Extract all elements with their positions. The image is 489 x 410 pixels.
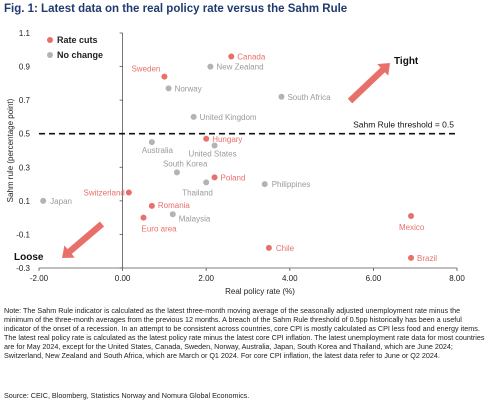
data-point-label: Japan xyxy=(50,197,72,206)
y-tick-label: 0.9 xyxy=(19,63,31,72)
data-point-label: Chile xyxy=(276,244,295,253)
data-point xyxy=(408,212,415,219)
scatter-plot: -2.00 0.00 2.00 4.00 6.00 8.00 -0.3 -0.1 0.1 0.3 0… xyxy=(6,29,465,296)
data-point-label: Australia xyxy=(142,146,174,155)
data-point xyxy=(190,113,197,120)
legend-entry: No change xyxy=(57,50,103,60)
x-tick-label: 8.00 xyxy=(449,274,465,283)
sahm-threshold-label: Sahm Rule threshold = 0.5 xyxy=(353,120,454,130)
data-point xyxy=(211,142,218,149)
data-point-label: Mexico xyxy=(399,223,425,232)
data-point xyxy=(40,197,47,204)
chart-source: Source: CEIC, Bloomberg, Statistics Norw… xyxy=(4,391,250,400)
tight-arrow xyxy=(347,63,390,104)
data-point xyxy=(140,214,147,221)
legend-marker xyxy=(47,37,53,43)
chart-note: Note: The Sahm Rule indicator is calcula… xyxy=(4,306,485,361)
data-point-label: South Africa xyxy=(287,93,331,102)
x-tick-label: 0.00 xyxy=(115,274,131,283)
data-point-label: Hungary xyxy=(212,135,242,144)
data-point-label: Philippines xyxy=(272,180,311,189)
data-point-label: Romania xyxy=(158,201,191,210)
data-point xyxy=(125,189,132,196)
data-point-label: Malaysia xyxy=(179,214,211,223)
data-point xyxy=(161,73,168,80)
data-point xyxy=(265,244,272,251)
data-point-label: United States xyxy=(189,149,237,158)
y-tick-label: -0.1 xyxy=(16,230,30,239)
x-tick-label: 2.00 xyxy=(198,274,214,283)
data-point xyxy=(207,63,214,70)
data-point xyxy=(278,93,285,100)
y-tick-label: 0.5 xyxy=(19,130,31,139)
y-tick-label: 0.1 xyxy=(19,197,31,206)
data-point-label: Canada xyxy=(237,53,266,62)
tight-label: Tight xyxy=(394,56,419,67)
data-point xyxy=(408,254,415,261)
data-point xyxy=(203,135,210,142)
data-point-label: Poland xyxy=(221,173,246,182)
data-point-label: Euro area xyxy=(142,225,178,234)
figure-title: Fig. 1: Latest data on the real policy r… xyxy=(4,3,348,15)
data-point xyxy=(165,85,172,92)
data-point xyxy=(228,53,235,60)
loose-label: Loose xyxy=(14,252,44,263)
y-tick-label: 0.7 xyxy=(19,96,31,105)
legend-marker xyxy=(47,52,53,58)
y-tick-label: 1.1 xyxy=(19,29,31,38)
data-point xyxy=(211,174,218,181)
x-tick-label: 6.00 xyxy=(366,274,382,283)
data-point xyxy=(261,181,268,188)
data-point xyxy=(148,139,155,146)
data-point xyxy=(148,202,155,209)
data-point-label: South Korea xyxy=(163,159,208,168)
x-tick-label: 4.00 xyxy=(282,274,298,283)
data-point-label: Norway xyxy=(175,84,202,93)
y-axis-label: Sahm rule (percentage point) xyxy=(6,98,15,202)
data-point xyxy=(203,179,210,186)
data-point-label: New Zealand xyxy=(216,63,263,72)
y-tick-label: 0.3 xyxy=(19,163,31,172)
y-tick-label: -0.3 xyxy=(16,264,30,273)
data-point-label: Switzerland xyxy=(84,188,125,197)
loose-arrow xyxy=(62,221,105,258)
data-point xyxy=(169,211,176,218)
x-axis-label: Real policy rate (%) xyxy=(225,287,295,296)
data-point xyxy=(173,169,180,176)
legend-entry: Rate cuts xyxy=(57,35,98,45)
data-point-label: United Kingdom xyxy=(200,113,257,122)
x-tick-label: -2.00 xyxy=(30,274,49,283)
data-point-label: Brazil xyxy=(417,254,437,263)
data-point-label: Sweden xyxy=(131,65,160,74)
chart: -2.00 0.00 2.00 4.00 6.00 8.00 -0.3 -0.1 0.1 0.3 0… xyxy=(0,18,489,303)
data-point-label: Thailand xyxy=(182,188,213,197)
